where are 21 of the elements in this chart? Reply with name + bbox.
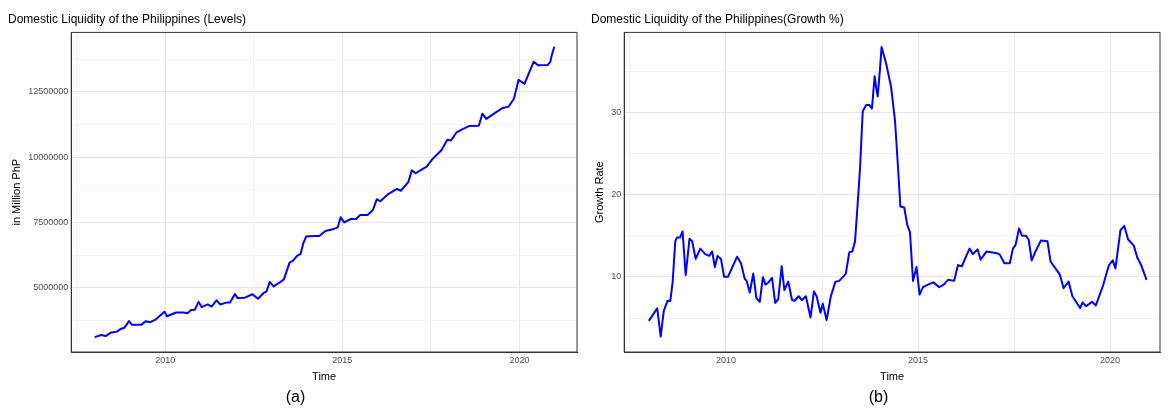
x-tick-label: 2015 — [332, 354, 353, 365]
x-tick-label: 2020 — [509, 354, 530, 365]
chart-title: Domestic Liquidity of the Philippines (Levels) — [8, 11, 247, 26]
x-tick-label: 2015 — [908, 354, 929, 365]
x-tick-label: 2020 — [1100, 354, 1121, 365]
text: (b) — [867, 387, 890, 407]
x-axis-title: Time — [880, 370, 905, 383]
y-tick-label: 30 — [611, 106, 622, 117]
chart-title: Domestic Liquidity of the Philippines(Growth %) — [591, 11, 844, 26]
y-tick-label: 7500000 — [33, 217, 69, 228]
y-tick-label: 12500000 — [28, 86, 69, 97]
y-tick-label: 20 — [611, 189, 622, 200]
y-axis-title: Growth Rate — [592, 161, 605, 224]
y-axis-title: in Million PhP — [9, 158, 22, 226]
y-tick-label: 5000000 — [33, 282, 69, 293]
text: (a) — [284, 387, 307, 407]
x-tick-label: 2010 — [715, 354, 737, 365]
y-tick-label: 10000000 — [28, 151, 69, 162]
y-tick-label: 10 — [611, 271, 622, 282]
x-axis-title: Time — [312, 370, 337, 383]
x-tick-label: 2010 — [155, 354, 176, 365]
